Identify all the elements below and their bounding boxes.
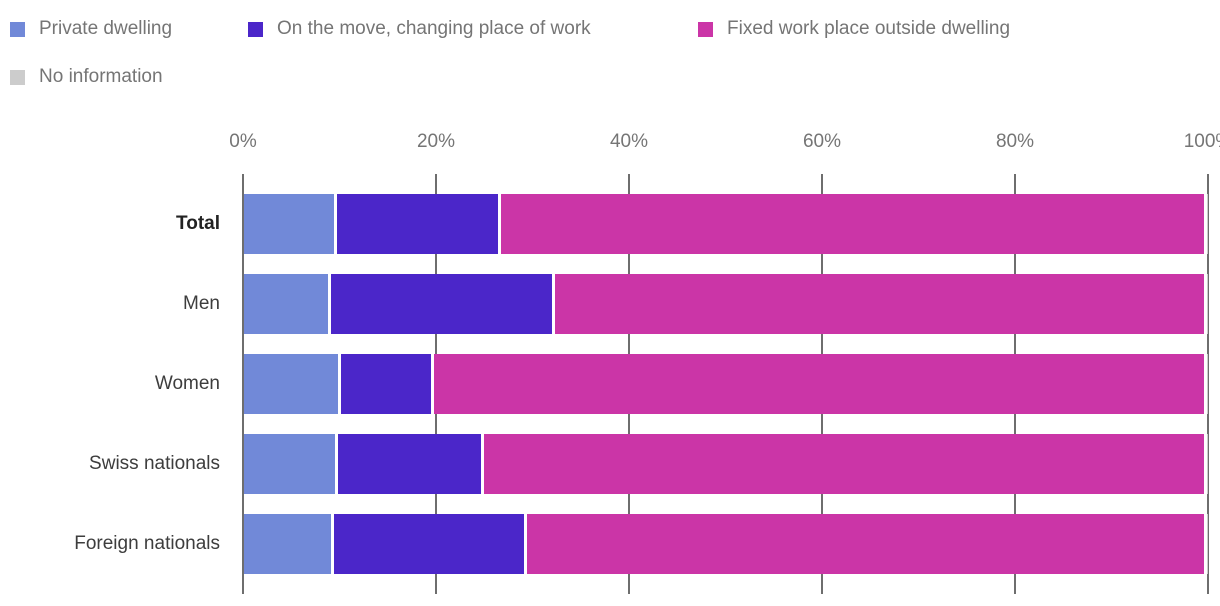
- category-label-men: Men: [183, 293, 220, 314]
- bar-segment-no-information[interactable]: [1204, 274, 1208, 334]
- bar-segment-on-the-move-changing-place-of-work[interactable]: [333, 194, 498, 254]
- bar-segment-no-information[interactable]: [1204, 514, 1208, 574]
- legend-item-on-the-move-changing-place-of-work[interactable]: On the move, changing place of work: [248, 18, 591, 40]
- bar-row-total: [244, 194, 1208, 254]
- legend-swatch-icon: [10, 69, 25, 85]
- category-label-foreign-nationals: Foreign nationals: [74, 533, 220, 554]
- category-label-total: Total: [176, 213, 220, 234]
- legend-item-private-dwelling[interactable]: Private dwelling: [10, 18, 172, 40]
- legend-item-no-information[interactable]: No information: [10, 66, 163, 88]
- x-axis-tick-label: 60%: [802, 131, 842, 152]
- x-axis-tick-label: 0%: [229, 131, 257, 152]
- bar-segment-private-dwelling[interactable]: [244, 354, 339, 414]
- legend-item-fixed-work-place-outside-dwelling[interactable]: Fixed work place outside dwelling: [698, 18, 1010, 40]
- baseline-gridline: [242, 174, 244, 594]
- category-label-swiss-nationals: Swiss nationals: [89, 453, 220, 474]
- bar-segment-fixed-work-place-outside-dwelling[interactable]: [481, 434, 1205, 494]
- bar-segment-fixed-work-place-outside-dwelling[interactable]: [551, 274, 1205, 334]
- gridline: [1207, 174, 1209, 594]
- bar-segment-no-information[interactable]: [1204, 434, 1208, 494]
- bar-segment-on-the-move-changing-place-of-work[interactable]: [330, 514, 524, 574]
- legend-swatch-icon: [10, 21, 25, 37]
- bar-segment-no-information[interactable]: [1204, 354, 1208, 414]
- legend-label: Private dwelling: [39, 18, 173, 39]
- bar-segment-private-dwelling[interactable]: [244, 514, 331, 574]
- x-axis-tick-label: 100%: [1183, 131, 1220, 152]
- legend-swatch-icon: [698, 21, 713, 37]
- bar-segment-private-dwelling[interactable]: [244, 194, 334, 254]
- bar-segment-fixed-work-place-outside-dwelling[interactable]: [431, 354, 1205, 414]
- category-label-women: Women: [154, 373, 220, 394]
- x-axis-tick-label: 40%: [609, 131, 649, 152]
- bar-row-women: [244, 354, 1208, 414]
- x-axis-tick-label: 20%: [416, 131, 456, 152]
- legend-swatch-icon: [248, 21, 263, 37]
- bar-row-swiss-nationals: [244, 434, 1208, 494]
- bar-segment-fixed-work-place-outside-dwelling[interactable]: [497, 194, 1205, 254]
- bar-row-foreign-nationals: [244, 514, 1208, 574]
- legend-label: Fixed work place outside dwelling: [727, 18, 1011, 39]
- bar-segment-on-the-move-changing-place-of-work[interactable]: [334, 434, 482, 494]
- bar-segment-no-information[interactable]: [1204, 194, 1208, 254]
- x-axis-tick-label: 80%: [995, 131, 1035, 152]
- legend-label: No information: [39, 66, 163, 87]
- bar-segment-fixed-work-place-outside-dwelling[interactable]: [523, 514, 1205, 574]
- bar-segment-on-the-move-changing-place-of-work[interactable]: [327, 274, 552, 334]
- legend-label: On the move, changing place of work: [277, 18, 591, 39]
- bar-row-men: [244, 274, 1208, 334]
- bar-segment-private-dwelling[interactable]: [244, 274, 328, 334]
- bar-segment-on-the-move-changing-place-of-work[interactable]: [338, 354, 431, 414]
- bar-segment-private-dwelling[interactable]: [244, 434, 335, 494]
